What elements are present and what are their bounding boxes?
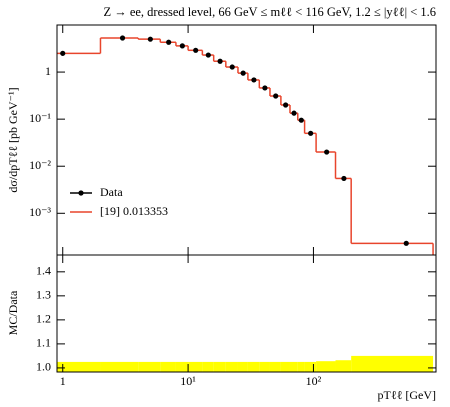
ratio-y-axis-label: MC/Data	[6, 290, 20, 335]
uncertainty-band	[57, 361, 101, 372]
ratio-plot	[57, 355, 434, 372]
axes: 1 10¹ 10² 10⁻³ 10⁻² 10⁻¹ 1 1.0 1.1 1.2 1.3 1.4 Data […	[29, 25, 436, 388]
y-tick-label: 10⁻¹	[29, 111, 51, 125]
data-point	[119, 35, 126, 41]
uncertainty-band	[259, 361, 270, 372]
uncertainty-band	[237, 361, 248, 372]
ratio-y-tick-label: 1.4	[36, 264, 51, 278]
uncertainty-band	[202, 361, 214, 372]
uncertainty-band	[297, 361, 305, 372]
data-point	[60, 50, 66, 56]
x-tick-label: 10²	[306, 374, 322, 388]
data-point	[240, 70, 246, 76]
ratio-y-tick-label: 1.1	[36, 336, 51, 350]
uncertainty-band	[269, 361, 281, 372]
data-point	[308, 130, 314, 136]
main-plot	[57, 35, 434, 255]
data-point	[283, 102, 289, 108]
uncertainty-band	[175, 361, 189, 372]
uncertainty-band	[225, 361, 238, 372]
data-point	[217, 58, 223, 64]
x-axis-label: pTℓℓ [GeV]	[378, 388, 436, 402]
y-tick-label: 10⁻²	[29, 158, 51, 172]
uncertainty-band	[188, 361, 203, 372]
data-point	[291, 110, 297, 116]
uncertainty-band	[247, 361, 260, 372]
uncertainty-band	[304, 361, 317, 372]
uncertainty-band	[100, 361, 139, 372]
data-point	[147, 36, 153, 42]
y-tick-label: 10⁻³	[29, 205, 51, 219]
uncertainty-band	[335, 360, 352, 372]
x-tick-label: 10¹	[180, 374, 196, 388]
y-axis-label: dσ/dpTℓℓ [pb GeV⁻¹]	[6, 87, 20, 192]
main-frame	[56, 24, 437, 256]
ratio-y-tick-label: 1.0	[36, 360, 51, 374]
x-tick-label: 1	[60, 374, 66, 388]
data-point	[324, 149, 330, 155]
data-point	[205, 52, 211, 58]
chart-title: Z → ee, dressed level, 66 GeV ≤ mℓℓ < 11…	[103, 5, 436, 19]
data-point	[273, 93, 279, 99]
data-point	[193, 47, 199, 53]
uncertainty-band	[280, 361, 290, 372]
ratio-y-tick-label: 1.3	[36, 288, 51, 302]
uncertainty-band	[213, 361, 226, 372]
y-tick-label: 1	[45, 64, 51, 78]
legend-label: [19] 0.013353	[100, 204, 168, 218]
data-point	[341, 175, 347, 182]
data-point	[166, 39, 172, 45]
ratio-y-tick-label: 1.2	[36, 312, 51, 326]
uncertainty-band	[351, 355, 434, 372]
legend-marker	[78, 190, 84, 196]
uncertainty-band	[289, 361, 298, 372]
data-point	[229, 64, 235, 70]
data-point	[298, 117, 304, 123]
ratio-frame	[56, 254, 437, 373]
uncertainty-band	[316, 361, 336, 372]
uncertainty-band	[160, 361, 176, 372]
data-point	[262, 85, 268, 91]
legend-label: Data	[100, 185, 123, 199]
data-point	[403, 240, 409, 246]
data-point	[251, 77, 257, 83]
data-point	[179, 43, 185, 49]
uncertainty-band	[138, 361, 161, 372]
